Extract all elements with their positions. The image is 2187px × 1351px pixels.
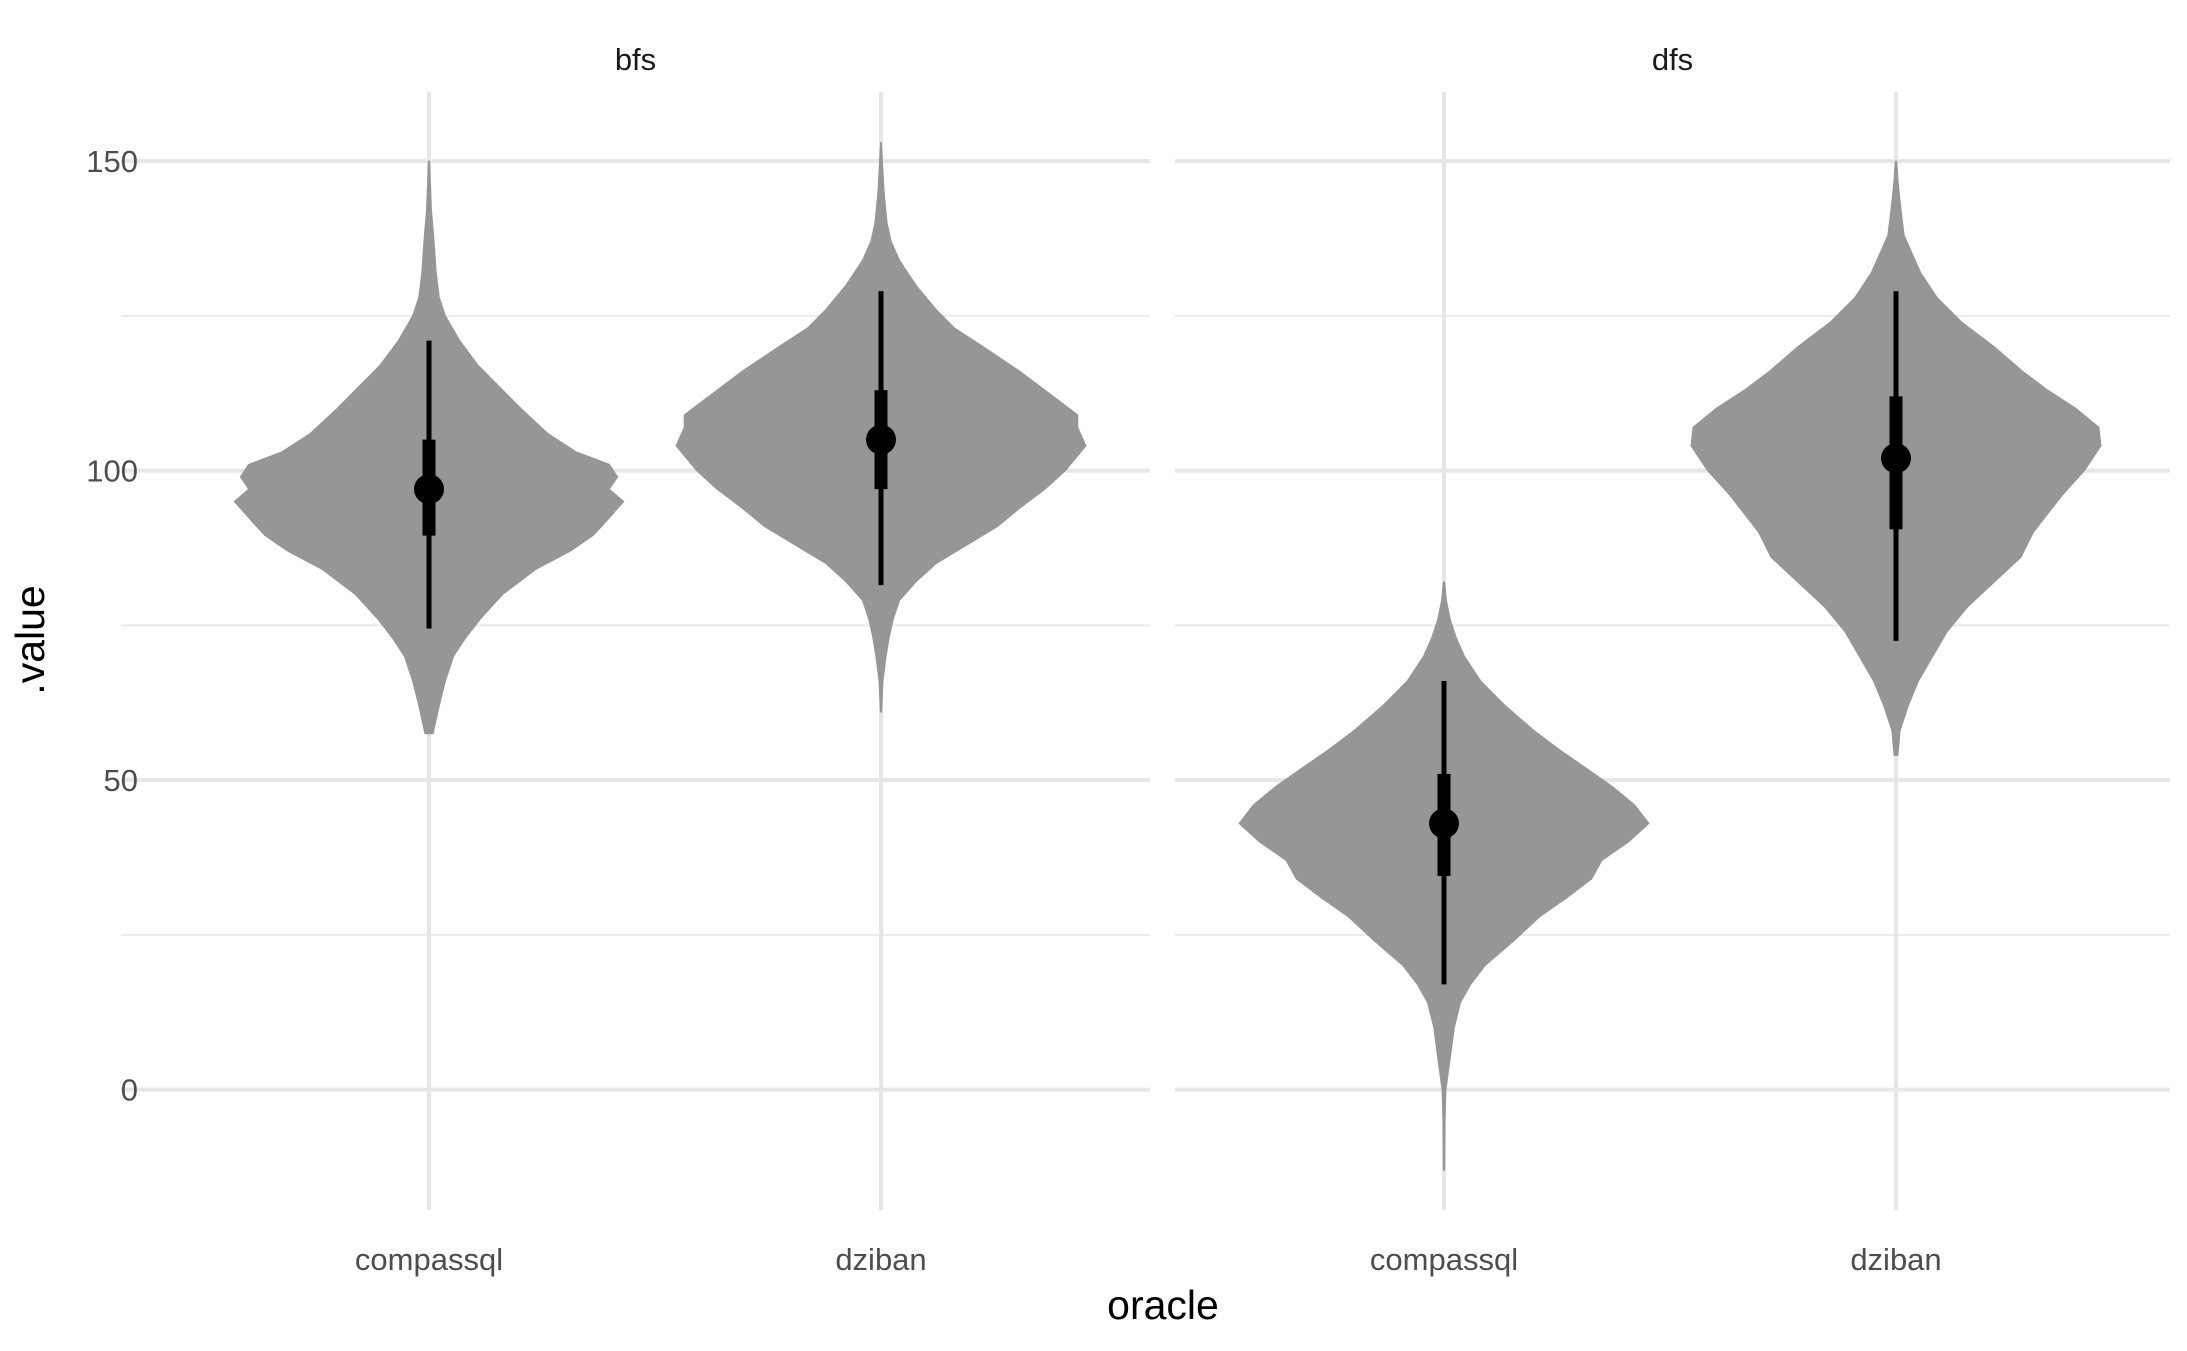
point-dfs-compassql (1429, 808, 1459, 839)
y-tick-label: 50 (104, 763, 138, 798)
y-tick-label: 0 (121, 1073, 138, 1108)
x-tick-label-dfs-dziban: dziban (1850, 1242, 1941, 1277)
label-layer: bfs compassql dziban dfs compassql dziban 0 50 1… (86, 42, 1941, 1277)
point-dfs-dziban (1881, 443, 1911, 474)
point-bfs-dziban (866, 424, 896, 455)
y-axis-title: .value (7, 585, 53, 694)
facet-label-bfs: bfs (615, 42, 656, 77)
x-axis-title: oracle (1107, 1282, 1219, 1328)
x-tick-label-bfs-dziban: dziban (835, 1242, 926, 1277)
point-bfs-compassql (414, 474, 444, 505)
violin-layer (233, 142, 2102, 1171)
interval-layer (414, 291, 1911, 985)
x-tick-label-dfs-compassql: compassql (1370, 1242, 1518, 1277)
y-tick-label: 150 (86, 144, 138, 179)
x-tick-label-bfs-compassql: compassql (355, 1242, 503, 1277)
y-tick-label: 100 (86, 454, 138, 489)
facet-label-dfs: dfs (1652, 42, 1693, 77)
